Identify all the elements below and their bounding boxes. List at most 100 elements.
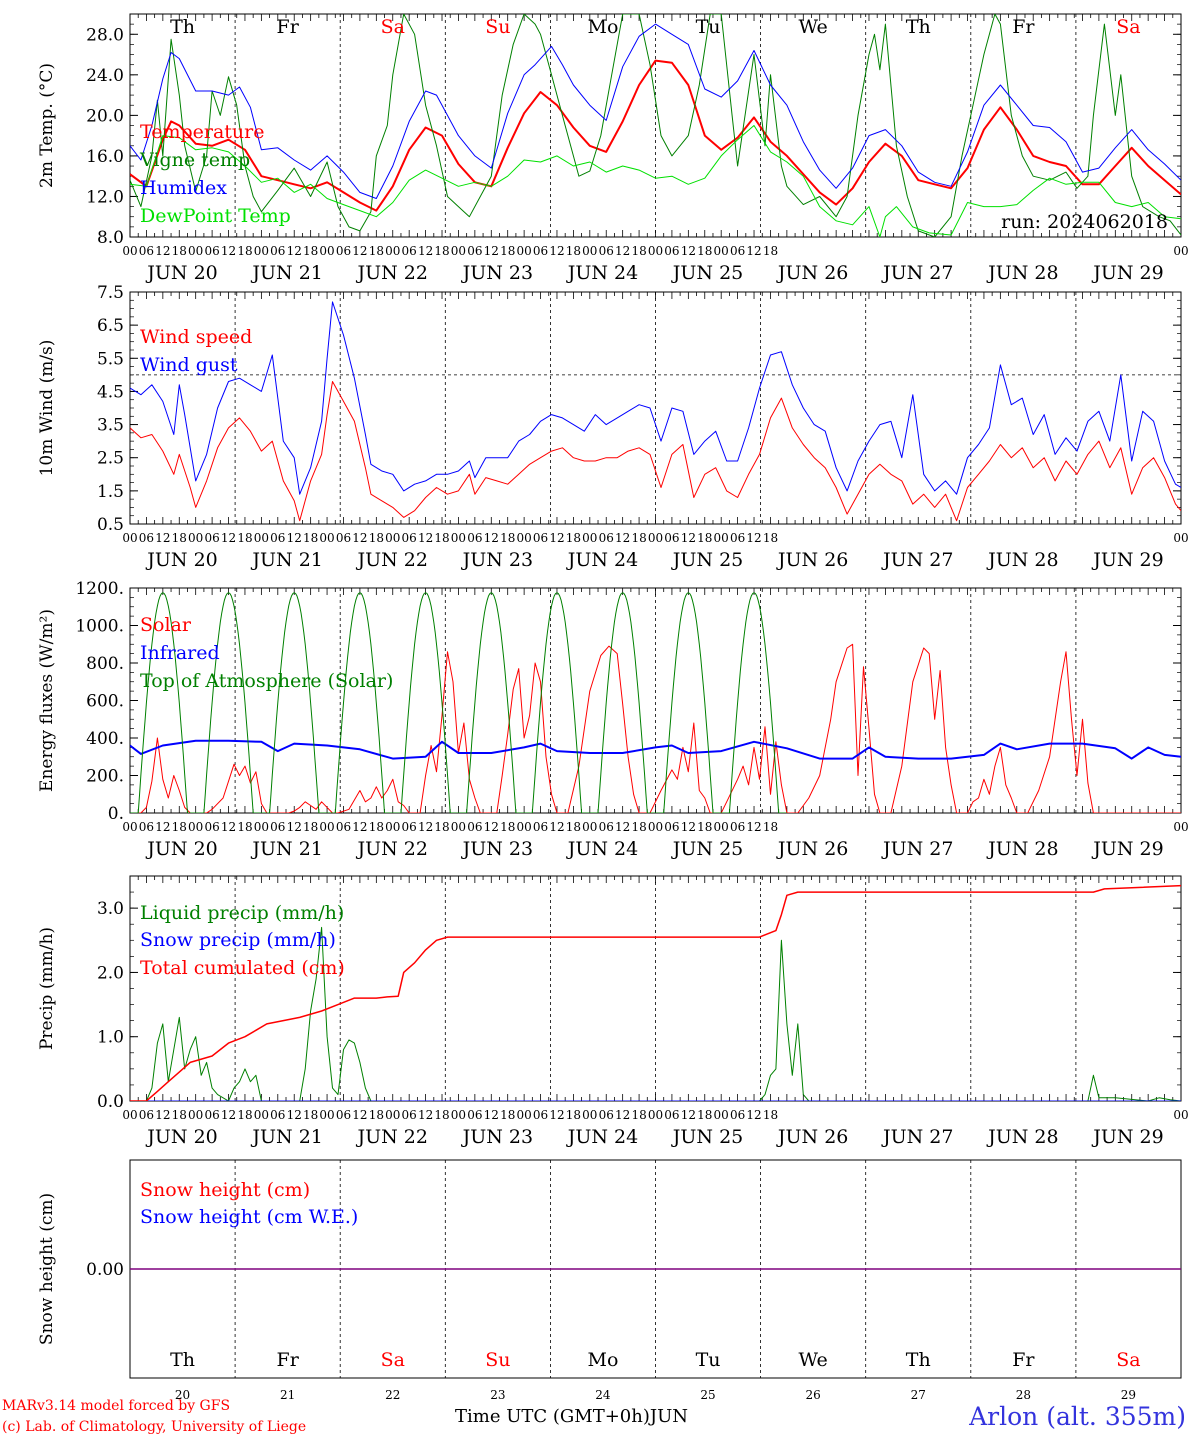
x-hour-label: 12 [418, 531, 433, 545]
x-hour-label: 12 [549, 820, 564, 834]
x-hour-label: 00 [254, 531, 269, 545]
x-hour-label: 12 [418, 820, 433, 834]
legend-entry: Solar [140, 614, 192, 636]
x-hour-label: 18 [763, 531, 778, 545]
series-line-solar [130, 643, 1181, 813]
x-date-label: JUN 27 [881, 262, 953, 284]
x-date-label: JUN 24 [566, 1126, 638, 1148]
y-tick-label: 2.5 [97, 449, 124, 469]
x-hour-label: 12 [746, 244, 761, 258]
x-hour-label: 06 [402, 1108, 417, 1122]
x-hour-label: 06 [730, 531, 745, 545]
x-day-number: 29 [1121, 1388, 1136, 1402]
x-hour-label: 00 [714, 531, 729, 545]
x-hour-label: 06 [730, 820, 745, 834]
y-tick-label: 7.5 [97, 283, 124, 303]
x-hour-label: 00 [582, 1108, 597, 1122]
x-hour-label: 00 [648, 820, 663, 834]
y-tick-label: 0.0 [97, 1092, 124, 1112]
x-hour-label: 00 [1173, 244, 1188, 258]
y-tick-label: 0. [108, 804, 124, 824]
x-hour-label: 18 [434, 820, 449, 834]
x-hour-label: 18 [500, 1108, 515, 1122]
x-date-label: JUN 23 [461, 1126, 533, 1148]
legend-entry: Top of Atmosphere (Solar) [140, 670, 393, 692]
x-hour-label: 12 [549, 531, 564, 545]
x-hour-label: 06 [533, 244, 548, 258]
legend-entry: Snow height (cm) [140, 1179, 310, 1201]
x-hour-label: 12 [352, 531, 367, 545]
y-axis-label: Precip (mm/h) [37, 927, 57, 1050]
y-tick-label: 1.5 [97, 482, 124, 502]
x-hour-label: 06 [402, 531, 417, 545]
day-name: Fr [1012, 1349, 1035, 1371]
time-axis-label: Time UTC (GMT+0h)JUN [455, 1406, 689, 1427]
x-hour-label: 18 [697, 1108, 712, 1122]
x-hour-label: 00 [582, 531, 597, 545]
x-hour-label: 12 [221, 820, 236, 834]
x-hour-label: 06 [139, 531, 154, 545]
x-hour-label: 00 [714, 820, 729, 834]
x-day-number: 27 [911, 1388, 926, 1402]
x-hour-label: 00 [648, 531, 663, 545]
x-date-label: JUN 28 [986, 549, 1058, 571]
x-hour-label: 06 [139, 820, 154, 834]
x-hour-label: 00 [451, 531, 466, 545]
day-name: Sa [381, 1349, 405, 1371]
x-hour-label: 06 [664, 820, 679, 834]
y-tick-label: 4.5 [97, 382, 124, 402]
x-hour-label: 06 [664, 244, 679, 258]
series-line-humidex [130, 23, 1181, 199]
y-tick-label: 200. [86, 767, 124, 787]
x-hour-label: 12 [681, 820, 696, 834]
y-tick-label: 1200. [75, 579, 124, 599]
x-date-label: JUN 26 [776, 1126, 848, 1148]
x-hour-label: 18 [697, 531, 712, 545]
y-tick-label: 6.5 [97, 316, 124, 336]
x-date-label: JUN 23 [461, 262, 533, 284]
panel-1: 8.012.016.020.024.028.02m Temp. (°C)00 06… [37, 13, 1189, 284]
series-line-liquid-precip-mm-h- [130, 926, 1181, 1101]
y-axis-label: Snow height (cm) [37, 1193, 57, 1345]
x-hour-label: 06 [270, 820, 285, 834]
plot-frame [129, 13, 1182, 238]
x-date-label: JUN 29 [1091, 1126, 1163, 1148]
x-hour-label: 18 [237, 531, 252, 545]
y-tick-label: 20.0 [86, 106, 124, 126]
series-line-wind-gust [130, 301, 1181, 495]
x-hour-label: 00 [582, 820, 597, 834]
x-hour-label: 18 [566, 820, 581, 834]
x-hour-label: 00 [188, 531, 203, 545]
x-hour-label: 12 [155, 820, 170, 834]
x-hour-label: 18 [763, 244, 778, 258]
day-name: Tu [696, 1349, 721, 1371]
x-hour-label: 18 [434, 531, 449, 545]
y-tick-label: 5.5 [97, 349, 124, 369]
legend-entry: Snow precip (mm/h) [140, 929, 336, 951]
series-group [130, 301, 1181, 522]
day-name: Fr [277, 1349, 300, 1371]
x-hour-label: 06 [599, 1108, 614, 1122]
x-hour-label: 06 [467, 820, 482, 834]
x-hour-label: 06 [139, 244, 154, 258]
x-day-number: 28 [1016, 1388, 1031, 1402]
x-day-number: 21 [280, 1388, 295, 1402]
x-hour-label: 06 [204, 531, 219, 545]
x-date-label: JUN 24 [566, 549, 638, 571]
x-date-label: JUN 28 [986, 262, 1058, 284]
x-hour-label: 06 [336, 820, 351, 834]
series-group [130, 14, 1181, 237]
x-hour-label: 12 [484, 531, 499, 545]
x-hour-label: 06 [599, 244, 614, 258]
x-hour-label: 18 [303, 531, 318, 545]
day-name: Th [170, 16, 195, 38]
x-hour-label: 12 [615, 820, 630, 834]
day-name: Sa [1116, 1349, 1140, 1371]
x-hour-label: 00 [122, 1108, 137, 1122]
day-name: Fr [277, 16, 300, 38]
y-tick-label: 0.00 [86, 1260, 124, 1280]
x-hour-label: 06 [270, 531, 285, 545]
x-hour-label: 12 [418, 244, 433, 258]
x-hour-label: 06 [730, 244, 745, 258]
